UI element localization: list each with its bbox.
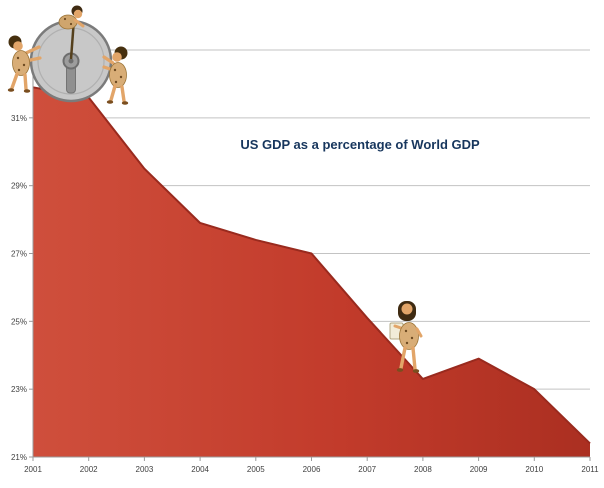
y-axis-tick-label: 23% xyxy=(11,385,27,394)
y-axis-tick-label: 21% xyxy=(11,453,27,462)
x-axis-tick-label: 2002 xyxy=(80,465,98,474)
x-axis-tick-label: 2011 xyxy=(581,465,599,474)
x-axis-tick-label: 2001 xyxy=(24,465,42,474)
x-axis-tick-label: 2009 xyxy=(470,465,488,474)
stone-wheel-icon xyxy=(29,19,113,103)
caveman-pushing-right-icon xyxy=(102,46,129,105)
gdp-area-series xyxy=(33,87,590,457)
y-axis-tick-label: 31% xyxy=(11,114,27,123)
caveman-climber-icon xyxy=(389,301,423,373)
x-axis-tick-label: 2007 xyxy=(358,465,376,474)
y-axis-tick-label: 25% xyxy=(11,317,27,326)
caveman-on-wheel-icon xyxy=(58,5,85,30)
x-axis-tick-label: 2004 xyxy=(191,465,209,474)
caveman-pushing-left-icon xyxy=(7,35,42,93)
x-axis-tick-label: 2010 xyxy=(525,465,543,474)
x-axis-tick-label: 2003 xyxy=(136,465,154,474)
caveman-climbing-illustration xyxy=(389,301,423,373)
y-axis-tick-label: 29% xyxy=(11,182,27,191)
chart-title: US GDP as a percentage of World GDP xyxy=(240,137,480,152)
gdp-series-outline xyxy=(32,86,591,445)
x-axis-tick-label: 2005 xyxy=(247,465,265,474)
cavemen-pushing-stone-wheel-illustration xyxy=(7,5,129,105)
x-axis-tick-label: 2008 xyxy=(414,465,432,474)
y-axis-tick-label: 27% xyxy=(11,250,27,259)
x-axis-tick-label: 2006 xyxy=(303,465,321,474)
